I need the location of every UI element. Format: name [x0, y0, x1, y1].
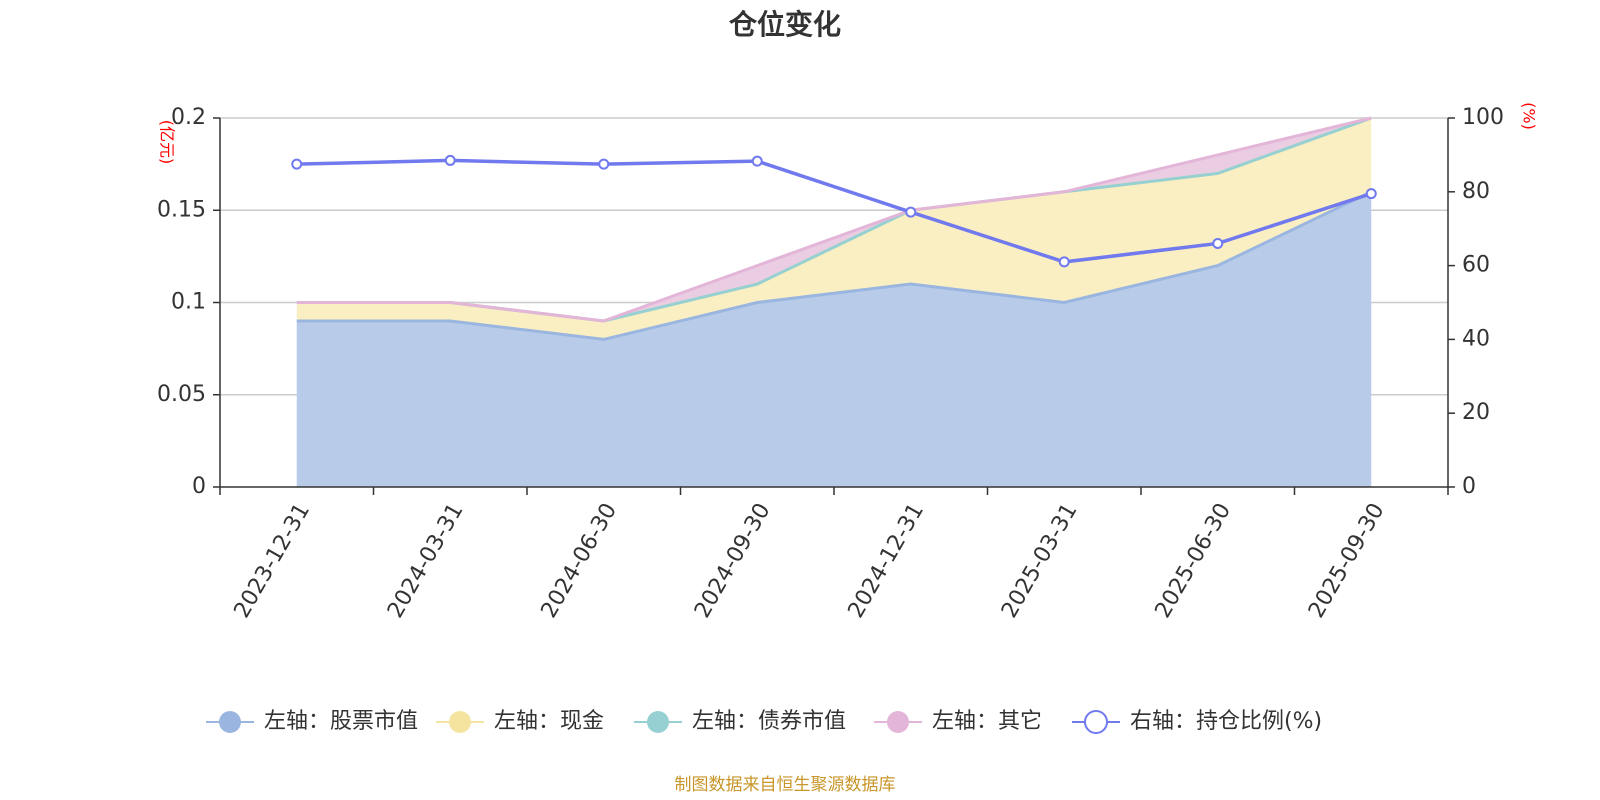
legend-marker: [887, 711, 909, 733]
area-line-左轴：股票市值: [296, 190, 1372, 341]
left-tick-label: 0.15: [157, 197, 206, 222]
right-axis-unit: (%): [1520, 102, 1539, 130]
legend-item: 左轴：债券市值: [634, 709, 846, 734]
legend-item: 左轴：股票市值: [206, 709, 418, 734]
area-series: [296, 116, 1372, 488]
ratio-point: [291, 158, 303, 170]
right-tick-label: 20: [1462, 400, 1490, 425]
x-tick-label: 2024-09-30: [690, 499, 776, 622]
legend-label: 右轴：持仓比例(%): [1130, 709, 1322, 734]
legend-label: 左轴：债券市值: [692, 709, 846, 734]
ratio-point: [751, 155, 763, 167]
left-tick-label: 0.2: [171, 105, 206, 130]
legend: 左轴：股票市值 左轴：现金 左轴：债券市值 左轴：其它 右轴：持仓比例(%): [206, 709, 1322, 734]
x-tick-label: 2024-03-31: [383, 499, 469, 622]
ratio-point: [1365, 188, 1377, 200]
legend-marker: [1084, 710, 1108, 734]
data-source-note: 制图数据来自恒生聚源数据库: [675, 775, 896, 795]
x-tick-label: 2024-06-30: [537, 499, 623, 622]
x-tick-label: 2025-06-30: [1151, 499, 1237, 622]
area-line-左轴：其它: [296, 116, 1372, 323]
legend-marker: [219, 711, 241, 733]
x-tick-label: 2025-09-30: [1304, 499, 1390, 622]
ratio-point: [444, 154, 456, 166]
right-tick-label: 60: [1462, 253, 1490, 278]
x-tick-label: 2023-12-31: [230, 499, 316, 622]
legend-item: 左轴：现金: [436, 709, 604, 734]
right-tick-label: 40: [1462, 326, 1490, 351]
legend-item: 右轴：持仓比例(%): [1072, 709, 1322, 734]
left-axis-unit: (亿元): [158, 120, 177, 165]
left-tick-label: 0.05: [157, 382, 206, 407]
left-tick-label: 0.1: [171, 290, 206, 315]
legend-label: 左轴：股票市值: [264, 709, 418, 734]
left-tick-label: 0: [192, 474, 206, 499]
ratio-line: [296, 158, 1372, 264]
x-tick-label: 2024-12-31: [844, 499, 930, 622]
ratio-point: [598, 158, 610, 170]
right-tick-label: 100: [1462, 105, 1504, 130]
legend-marker: [647, 711, 669, 733]
legend-label: 左轴：现金: [494, 709, 604, 734]
right-tick-label: 0: [1462, 474, 1476, 499]
ratio-point: [1212, 237, 1224, 249]
legend-label: 左轴：其它: [932, 709, 1042, 734]
right-tick-label: 80: [1462, 179, 1490, 204]
legend-marker: [449, 711, 471, 733]
ratio-line-series: [291, 154, 1377, 268]
ratio-point: [905, 206, 917, 218]
ratio-point: [1058, 256, 1070, 268]
chart-title: 仓位变化: [729, 8, 841, 41]
area-左轴：股票市值: [296, 191, 1372, 488]
legend-item: 左轴：其它: [874, 709, 1042, 734]
x-tick-label: 2025-03-31: [997, 499, 1083, 622]
area-左轴：现金: [296, 118, 1372, 340]
